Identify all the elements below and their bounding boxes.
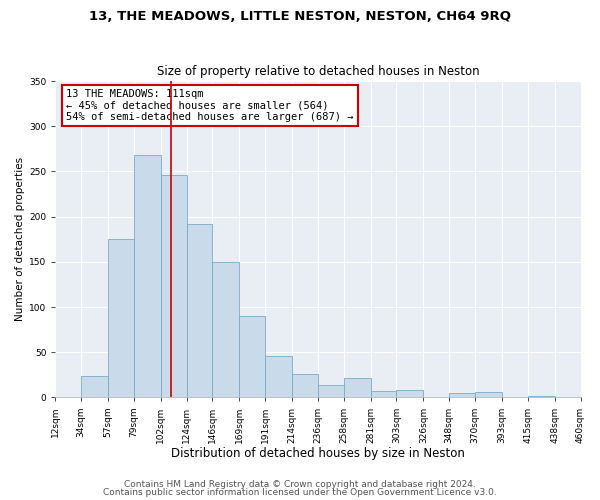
Bar — [344, 378, 371, 398]
Bar — [371, 391, 397, 398]
Bar — [292, 374, 318, 398]
Bar — [239, 316, 265, 398]
Bar — [81, 376, 108, 398]
X-axis label: Distribution of detached houses by size in Neston: Distribution of detached houses by size … — [171, 447, 465, 460]
Text: 13, THE MEADOWS, LITTLE NESTON, NESTON, CH64 9RQ: 13, THE MEADOWS, LITTLE NESTON, NESTON, … — [89, 10, 511, 23]
Text: Contains public sector information licensed under the Open Government Licence v3: Contains public sector information licen… — [103, 488, 497, 497]
Y-axis label: Number of detached properties: Number of detached properties — [15, 157, 25, 322]
Bar — [161, 175, 187, 398]
Bar — [397, 390, 424, 398]
Text: 13 THE MEADOWS: 111sqm
← 45% of detached houses are smaller (564)
54% of semi-de: 13 THE MEADOWS: 111sqm ← 45% of detached… — [66, 89, 353, 122]
Title: Size of property relative to detached houses in Neston: Size of property relative to detached ho… — [157, 66, 479, 78]
Text: Contains HM Land Registry data © Crown copyright and database right 2024.: Contains HM Land Registry data © Crown c… — [124, 480, 476, 489]
Bar — [318, 385, 344, 398]
Bar — [134, 155, 161, 398]
Bar — [475, 392, 502, 398]
Bar — [265, 356, 292, 398]
Bar — [212, 262, 239, 398]
Bar — [108, 239, 134, 398]
Bar — [528, 396, 555, 398]
Bar — [187, 224, 212, 398]
Bar — [449, 393, 475, 398]
